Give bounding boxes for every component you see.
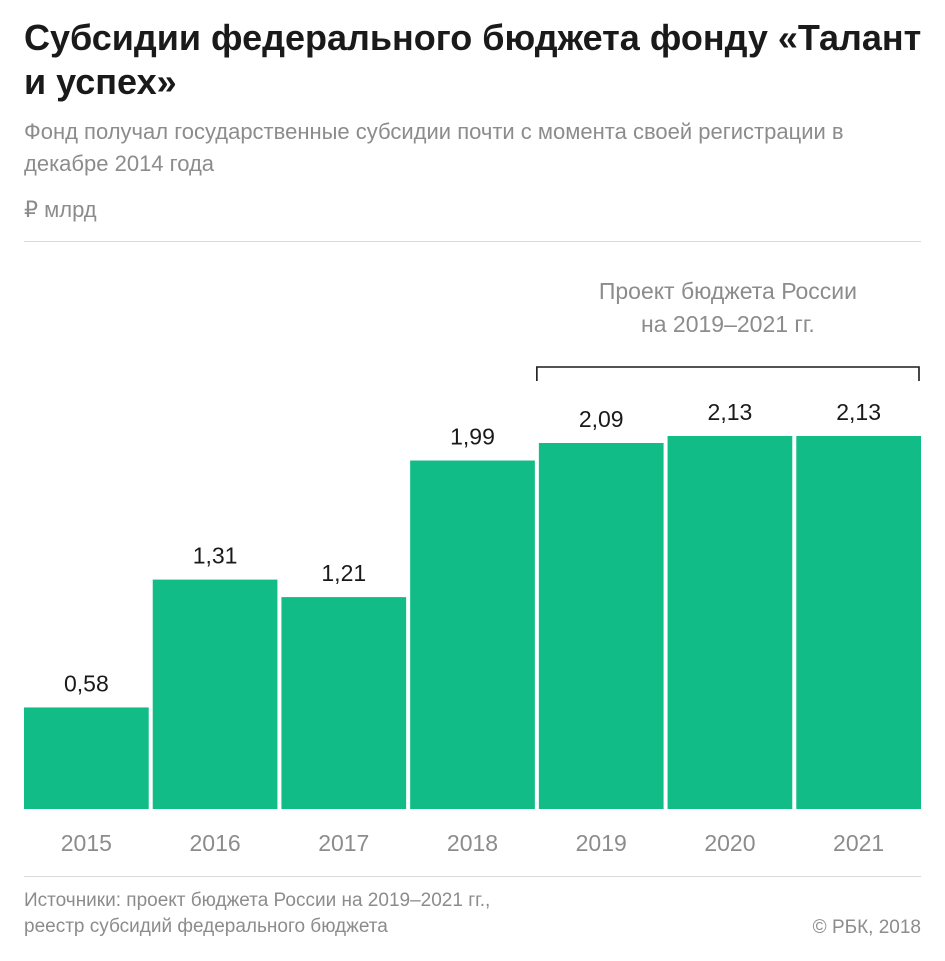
bottom-divider — [24, 876, 921, 877]
x-tick-2017: 2017 — [318, 830, 369, 856]
projection-note-line-2: на 2019–2021 гг. — [641, 311, 815, 337]
top-divider — [24, 241, 921, 242]
sources-note: Источники: проект бюджета России на 2019… — [24, 888, 490, 940]
value-label-2021: 2,13 — [836, 399, 881, 425]
x-tick-2019: 2019 — [576, 830, 627, 856]
copyright: © РБК, 2018 — [812, 917, 921, 938]
x-tick-2016: 2016 — [189, 830, 240, 856]
bar-2016 — [152, 579, 278, 809]
bar-2020 — [667, 436, 793, 809]
value-label-2020: 2,13 — [708, 399, 753, 425]
x-tick-2018: 2018 — [447, 830, 498, 856]
value-label-2018: 1,99 — [450, 424, 495, 450]
value-label-2019: 2,09 — [579, 406, 624, 432]
value-label-2017: 1,21 — [321, 560, 366, 586]
chart-subtitle: Фонд получал государственные субсидии по… — [24, 119, 844, 176]
x-tick-2015: 2015 — [61, 830, 112, 856]
bar-2017 — [281, 597, 407, 809]
projection-note-line-1: Проект бюджета России — [599, 278, 857, 304]
sources-line-1: Источники: проект бюджета России на 2019… — [24, 890, 491, 911]
bar-2015 — [24, 707, 149, 809]
unit-label: ₽ млрд — [24, 197, 97, 222]
sources-line-2: реестр субсидий федерального бюджета — [24, 916, 388, 937]
bar-2021 — [796, 436, 921, 809]
value-label-2016: 1,31 — [193, 543, 238, 569]
x-tick-2020: 2020 — [704, 830, 755, 856]
chart-title: Субсидии федерального бюджета фонду «Тал… — [24, 17, 922, 102]
value-label-2015: 0,58 — [64, 670, 109, 696]
x-tick-2021: 2021 — [833, 830, 884, 856]
bar-2019 — [538, 443, 664, 809]
projection-bracket — [536, 366, 920, 381]
bar-2018 — [410, 460, 535, 809]
